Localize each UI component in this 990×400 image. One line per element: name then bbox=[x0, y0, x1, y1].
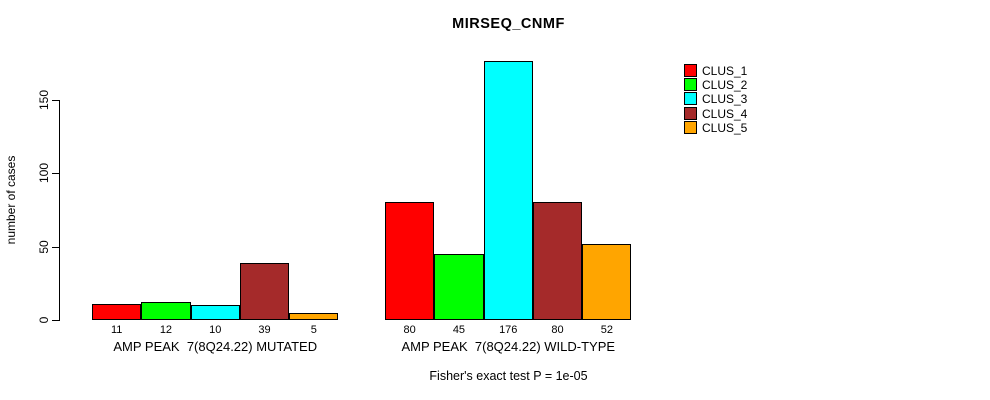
legend-label-clus_3: CLUS_3 bbox=[702, 92, 748, 107]
bar-clus_5-group2 bbox=[582, 243, 632, 320]
bar-clus_2-group1 bbox=[141, 302, 191, 320]
bar-clus_5-group1 bbox=[289, 312, 339, 320]
legend-label-clus_1: CLUS_1 bbox=[702, 64, 748, 78]
bar-clus_2-group2 bbox=[434, 253, 484, 320]
y-axis-label: number of cases bbox=[4, 155, 18, 245]
bar-value-label: 10 bbox=[209, 324, 222, 336]
y-axis-tick-label: 150 bbox=[37, 89, 51, 110]
bar-value-label: 5 bbox=[310, 324, 317, 336]
legend-swatch-clus_1 bbox=[684, 64, 697, 77]
y-axis-tick bbox=[52, 246, 59, 248]
y-axis-tick-label: 100 bbox=[37, 162, 51, 184]
group-label-2: AMP PEAK 7(8Q24.22) WILD-TYPE bbox=[401, 339, 616, 354]
bar-value-label: 45 bbox=[452, 324, 466, 336]
bar-value-label: 12 bbox=[159, 324, 173, 336]
bar-clus_3-group2 bbox=[483, 61, 533, 320]
legend-swatch-clus_2 bbox=[684, 78, 697, 92]
bar-clus_1-group1 bbox=[92, 303, 142, 320]
y-axis-tick-label: 50 bbox=[37, 239, 51, 254]
bar-clus_3-group1 bbox=[190, 305, 240, 320]
group-label-1: AMP PEAK 7(8Q24.22) MUTATED bbox=[113, 339, 318, 354]
y-axis-tick-label: 0 bbox=[37, 316, 51, 324]
y-axis-tick bbox=[52, 99, 59, 101]
bar-value-label: 11 bbox=[110, 324, 123, 336]
legend-label-clus_2: CLUS_2 bbox=[702, 78, 748, 93]
bar-value-label: 52 bbox=[600, 324, 613, 336]
bar-clus_4-group2 bbox=[532, 202, 583, 320]
fisher-test-annotation: Fisher's exact test P = 1e-05 bbox=[429, 369, 588, 383]
bar-value-label: 80 bbox=[551, 324, 564, 336]
legend-label-clus_5: CLUS_5 bbox=[702, 120, 748, 135]
bar-value-label: 176 bbox=[499, 324, 518, 336]
bar-value-label: 39 bbox=[258, 324, 271, 336]
y-axis-tick bbox=[52, 320, 59, 321]
legend-swatch-clus_3 bbox=[684, 92, 697, 106]
y-axis-line bbox=[59, 99, 60, 321]
legend-label-clus_4: CLUS_4 bbox=[702, 106, 748, 121]
bar-clus_1-group2 bbox=[385, 202, 435, 320]
legend-swatch-clus_5 bbox=[684, 120, 697, 134]
legend-swatch-clus_4 bbox=[684, 106, 697, 120]
bar-value-label: 80 bbox=[403, 324, 416, 336]
bar-clus_4-group1 bbox=[239, 262, 290, 320]
y-axis-tick bbox=[52, 173, 59, 174]
chart-title: MIRSEQ_CNMF bbox=[452, 16, 565, 32]
